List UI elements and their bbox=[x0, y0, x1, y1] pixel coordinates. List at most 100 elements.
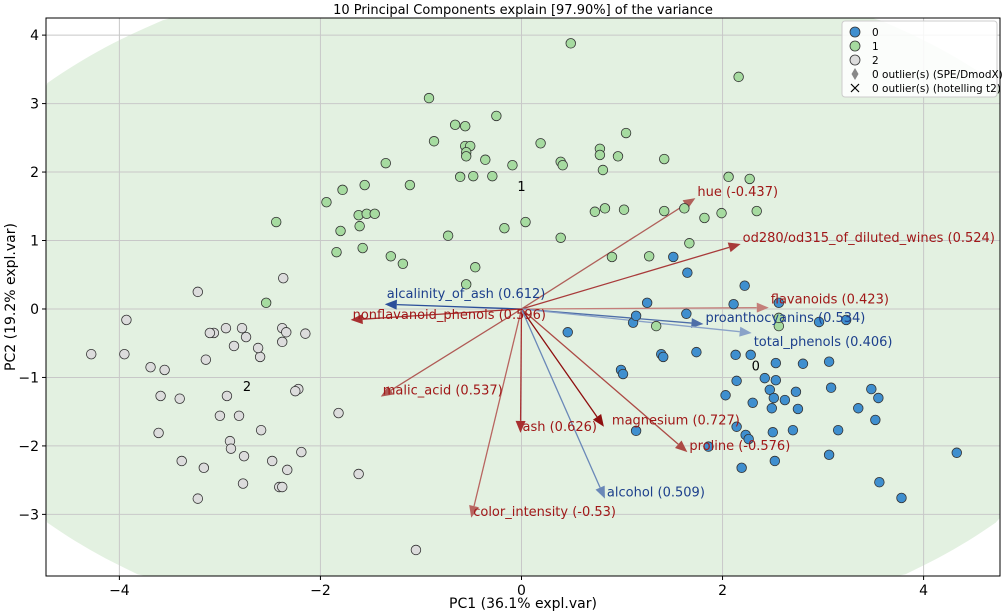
loading-label: total_phenols (0.406) bbox=[754, 335, 893, 350]
data-point-class-1 bbox=[357, 242, 368, 254]
loading-arrow bbox=[390, 308, 522, 391]
data-point-class-1 bbox=[480, 154, 491, 165]
data-point-class-0 bbox=[823, 449, 835, 461]
data-point-class-2 bbox=[228, 340, 240, 352]
data-point-class-0 bbox=[703, 441, 714, 452]
data-point-class-0 bbox=[720, 390, 731, 401]
data-point-class-2 bbox=[237, 478, 249, 489]
data-point-class-1 bbox=[555, 232, 566, 243]
data-point-class-1 bbox=[733, 71, 744, 83]
data-point-class-1 bbox=[597, 164, 609, 176]
loading-arrow bbox=[521, 203, 686, 310]
data-point-class-2 bbox=[174, 393, 185, 404]
data-point-class-2 bbox=[290, 385, 301, 397]
loading-label: magnesium (0.727) bbox=[612, 414, 740, 429]
data-point-class-0 bbox=[840, 314, 852, 326]
data-point-class-1 bbox=[321, 196, 332, 208]
data-point-class-0 bbox=[766, 403, 778, 414]
loading-label: flavanoids (0.423) bbox=[771, 293, 889, 308]
y-tick-label: 2 bbox=[30, 165, 39, 181]
data-point-class-2 bbox=[282, 464, 293, 476]
data-point-class-2 bbox=[281, 327, 292, 338]
data-point-class-1 bbox=[594, 149, 606, 161]
data-point-class-1 bbox=[461, 151, 472, 162]
data-point-class-0 bbox=[896, 492, 907, 504]
data-point-class-1 bbox=[337, 184, 348, 196]
data-point-class-1 bbox=[659, 205, 670, 217]
loading-arrowhead bbox=[682, 198, 696, 209]
data-point-class-0 bbox=[764, 384, 775, 395]
loading-arrowhead bbox=[469, 504, 479, 518]
data-point-class-0 bbox=[825, 382, 837, 393]
data-point-class-0 bbox=[617, 368, 629, 380]
data-point-class-1 bbox=[699, 212, 710, 224]
data-point-class-1 bbox=[557, 160, 568, 171]
y-tick-label: 4 bbox=[30, 28, 39, 44]
loading-arrowhead bbox=[595, 485, 605, 499]
data-point-class-0 bbox=[773, 297, 785, 309]
data-point-class-1 bbox=[404, 179, 416, 191]
data-point-class-2 bbox=[277, 336, 288, 348]
loading-label: color_intensity (-0.53) bbox=[473, 505, 616, 520]
data-point-class-0 bbox=[728, 298, 739, 310]
loading-arrow bbox=[519, 308, 523, 421]
loading-label: od280/od315_of_diluted_wines (0.524) bbox=[743, 231, 995, 246]
data-point-class-1 bbox=[461, 279, 472, 290]
data-point-class-0 bbox=[797, 358, 809, 369]
data-point-class-0 bbox=[873, 392, 884, 404]
legend-label: 0 outlier(s) (hotelling t2) bbox=[872, 83, 1001, 95]
loading-label: proline (-0.576) bbox=[689, 439, 790, 454]
data-point-class-0 bbox=[731, 375, 742, 387]
data-point-class-1 bbox=[606, 251, 618, 263]
x-tick-label: 0 bbox=[517, 583, 526, 599]
loading-arrow bbox=[520, 308, 601, 488]
x-tick-label: −2 bbox=[310, 583, 331, 599]
data-point-class-0 bbox=[743, 433, 754, 445]
data-point-class-1 bbox=[612, 151, 624, 162]
data-point-class-0 bbox=[730, 349, 741, 361]
data-point-class-0 bbox=[792, 403, 804, 415]
data-point-class-1 bbox=[723, 171, 734, 183]
y-tick-label: −3 bbox=[18, 507, 39, 523]
legend-label: 1 bbox=[872, 41, 879, 53]
loading-label: malic_acid (0.537) bbox=[383, 384, 503, 399]
data-point-class-2 bbox=[159, 364, 170, 376]
legend-label: 2 bbox=[872, 55, 879, 67]
data-point-class-1 bbox=[468, 170, 479, 182]
x-tick-label: 2 bbox=[718, 583, 727, 599]
data-point-class-2 bbox=[278, 272, 289, 284]
data-point-class-0 bbox=[769, 455, 781, 467]
loading-arrowhead bbox=[739, 326, 752, 337]
data-point-class-2 bbox=[266, 455, 278, 467]
data-point-class-2 bbox=[204, 327, 216, 339]
legend-marker-circle-icon bbox=[849, 40, 861, 52]
legend: 0 1 2 0 outlier(s) (SPE/DmodX) 0 outlier(s) … bbox=[841, 20, 1003, 98]
data-point-class-0 bbox=[759, 372, 770, 384]
data-point-class-1 bbox=[535, 138, 546, 149]
x-tick-label: 4 bbox=[919, 583, 928, 599]
data-point-class-1 bbox=[773, 312, 785, 324]
data-point-class-0 bbox=[951, 447, 962, 458]
data-point-class-1 bbox=[599, 203, 611, 214]
data-point-class-2 bbox=[145, 361, 156, 373]
loading-label: alcohol (0.509) bbox=[607, 486, 705, 501]
data-point-class-1 bbox=[618, 204, 630, 215]
data-point-class-1 bbox=[507, 160, 518, 171]
data-point-class-1 bbox=[487, 170, 498, 182]
data-point-class-1 bbox=[679, 203, 690, 214]
data-point-class-1 bbox=[565, 38, 576, 49]
data-point-class-1 bbox=[589, 206, 601, 217]
legend-marker-circle-icon bbox=[849, 26, 861, 38]
data-point-class-0 bbox=[668, 251, 679, 263]
data-point-class-0 bbox=[870, 414, 881, 426]
data-point-class-2 bbox=[410, 544, 422, 556]
loading-arrowhead bbox=[380, 386, 394, 397]
data-point-class-0 bbox=[853, 403, 864, 414]
data-point-class-2 bbox=[221, 390, 233, 402]
data-point-class-1 bbox=[684, 238, 695, 249]
loading-arrow bbox=[396, 303, 522, 310]
data-point-class-0 bbox=[767, 427, 779, 438]
data-point-class-0 bbox=[779, 394, 791, 406]
loading-label: nonflavanoid_phenols (0.596) bbox=[353, 308, 546, 323]
